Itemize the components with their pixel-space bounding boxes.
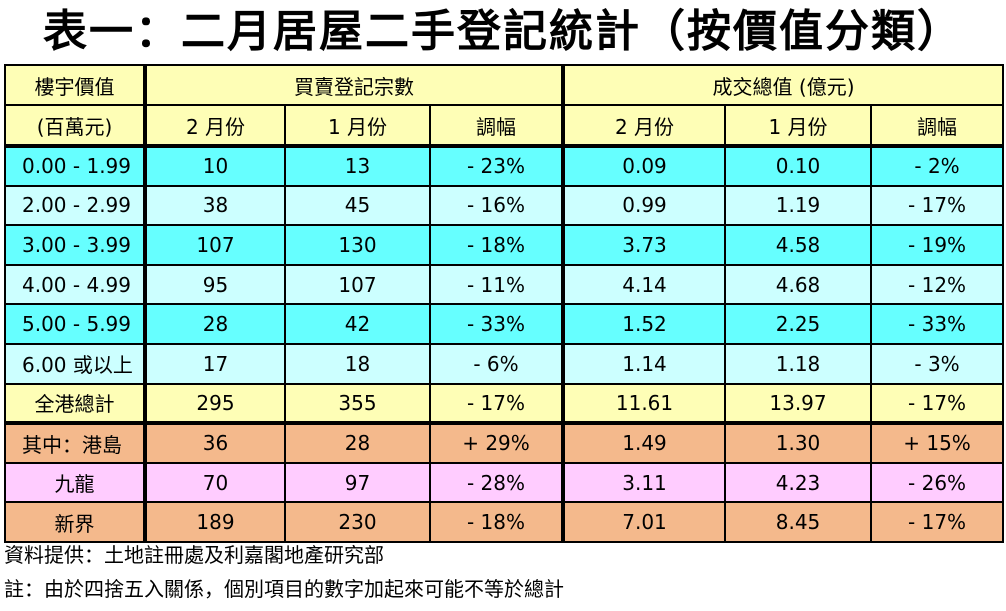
table-row: 6.00 或以上 17 18- 6% 1.14 1.18- 3%	[4, 342, 1005, 385]
header-row-columns: (百萬元) 2 月份 1 月份 調幅 2 月份 1 月份 調幅	[4, 104, 1005, 147]
table-row: 0.00 - 1.99 10 13- 23% 0.09 0.10- 2%	[4, 144, 1005, 187]
header-row-groups: 樓宇價值 買賣登記宗數 成交總值 (億元)	[4, 64, 1005, 106]
value-change: - 17%	[870, 382, 1005, 426]
value-change: - 12%	[870, 263, 1005, 306]
row-label: 全港總計	[4, 382, 147, 426]
value-jan: 1.30	[724, 422, 873, 464]
value-change: - 26%	[870, 461, 1005, 504]
cases-change: - 11%	[428, 263, 566, 306]
header-price-label: 樓宇價值	[4, 64, 147, 106]
cases-change: - 18%	[428, 501, 566, 543]
cases-jan: 28	[284, 422, 431, 464]
value-change: - 19%	[870, 224, 1005, 266]
cases-change: - 17%	[428, 382, 566, 426]
table-row: 3.00 - 3.99 107 130- 18% 3.73 4.58- 19%	[4, 224, 1005, 266]
cases-feb: 38	[144, 184, 286, 227]
value-feb: 1.14	[562, 342, 727, 385]
header-price-unit: (百萬元)	[4, 104, 147, 147]
row-label: 2.00 - 2.99	[4, 184, 147, 227]
value-jan: 4.68	[724, 263, 873, 306]
row-label: 0.00 - 1.99	[4, 144, 147, 187]
cases-jan: 130	[284, 224, 431, 266]
row-label: 6.00 或以上	[4, 342, 147, 385]
cases-feb: 95	[144, 263, 286, 306]
cases-change: - 18%	[428, 224, 566, 266]
header-cases-feb: 2 月份	[144, 104, 286, 147]
cases-jan: 45	[284, 184, 431, 227]
value-change: + 15%	[870, 422, 1005, 464]
value-feb: 1.52	[562, 303, 727, 345]
header-value-feb: 2 月份	[562, 104, 727, 147]
value-feb: 3.11	[562, 461, 727, 504]
cases-jan: 107	[284, 263, 431, 306]
cases-feb: 28	[144, 303, 286, 345]
cases-feb: 10	[144, 144, 286, 187]
value-jan: 0.10	[724, 144, 873, 187]
cases-jan: 13	[284, 144, 431, 187]
cases-feb: 107	[144, 224, 286, 266]
value-change: - 17%	[870, 501, 1005, 543]
table-row: 九龍 70 97- 28% 3.11 4.23- 26%	[4, 461, 1005, 504]
cases-change: - 33%	[428, 303, 566, 345]
cases-change: - 28%	[428, 461, 566, 504]
value-change: - 17%	[870, 184, 1005, 227]
table-row: 2.00 - 2.99 38 45- 16% 0.99 1.19- 17%	[4, 184, 1005, 227]
value-change: - 33%	[870, 303, 1005, 345]
cases-feb: 295	[144, 382, 286, 426]
value-jan: 1.18	[724, 342, 873, 385]
table-row: 5.00 - 5.99 28 42- 33% 1.52 2.25- 33%	[4, 303, 1005, 345]
value-feb: 3.73	[562, 224, 727, 266]
header-group-value: 成交總值 (億元)	[562, 64, 1005, 106]
cases-jan: 42	[284, 303, 431, 345]
cases-change: - 16%	[428, 184, 566, 227]
value-change: - 3%	[870, 342, 1005, 385]
source-note: 資料提供：土地註冊處及利嘉閣地產研究部	[4, 543, 384, 567]
row-label: 其中：港島	[4, 422, 147, 464]
cases-jan: 97	[284, 461, 431, 504]
value-feb: 1.49	[562, 422, 727, 464]
value-jan: 8.45	[724, 501, 873, 543]
value-jan: 13.97	[724, 382, 873, 426]
value-jan: 2.25	[724, 303, 873, 345]
row-label: 4.00 - 4.99	[4, 263, 147, 306]
value-feb: 0.99	[562, 184, 727, 227]
cases-jan: 230	[284, 501, 431, 543]
page-title: 表一：二月居屋二手登記統計（按價值分類）	[43, 6, 963, 57]
cases-change: + 29%	[428, 422, 566, 464]
row-label: 九龍	[4, 461, 147, 504]
header-value-jan: 1 月份	[724, 104, 873, 147]
value-jan: 1.19	[724, 184, 873, 227]
value-feb: 7.01	[562, 501, 727, 543]
table-row: 新界 189 230- 18% 7.01 8.45- 17%	[4, 501, 1005, 543]
cases-feb: 70	[144, 461, 286, 504]
cases-change: - 6%	[428, 342, 566, 385]
cases-jan: 355	[284, 382, 431, 426]
cases-jan: 18	[284, 342, 431, 385]
header-group-cases: 買賣登記宗數	[143, 64, 566, 106]
table-row: 4.00 - 4.99 95 107- 11% 4.14 4.68- 12%	[4, 263, 1005, 306]
cases-change: - 23%	[428, 144, 566, 187]
row-label: 新界	[4, 501, 147, 543]
cases-feb: 17	[144, 342, 286, 385]
value-change: - 2%	[870, 144, 1005, 187]
table-row: 全港總計 295 355- 17% 11.61 13.97- 17%	[4, 382, 1005, 426]
header-cases-change: 調幅	[428, 104, 566, 147]
value-jan: 4.23	[724, 461, 873, 504]
cases-feb: 189	[144, 501, 286, 543]
header-cases-jan: 1 月份	[284, 104, 431, 147]
header-value-change: 調幅	[870, 104, 1005, 147]
row-label: 3.00 - 3.99	[4, 224, 147, 266]
value-feb: 11.61	[562, 382, 727, 426]
footnotes: 資料提供：土地註冊處及利嘉閣地產研究部 註：由於四捨五入關係，個別項目的數字加起…	[4, 538, 1002, 606]
statistics-table: 樓宇價值 買賣登記宗數 成交總值 (億元) (百萬元) 2 月份 1 月份 調幅…	[4, 64, 1005, 543]
row-label: 5.00 - 5.99	[4, 303, 147, 345]
value-feb: 4.14	[562, 263, 727, 306]
cases-feb: 36	[144, 422, 286, 464]
table-row: 其中：港島 36 28 + 29% 1.49 1.30 + 15%	[4, 422, 1005, 464]
value-feb: 0.09	[562, 144, 727, 187]
rounding-note: 註：由於四捨五入關係，個別項目的數字加起來可能不等於總計	[4, 577, 564, 601]
value-jan: 4.58	[724, 224, 873, 266]
